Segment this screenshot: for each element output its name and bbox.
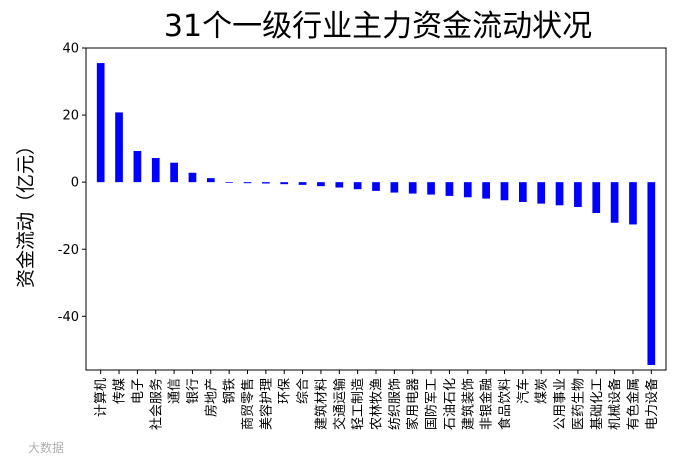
x-tick-label-14: 交通运输 [332,378,348,430]
bar-7 [206,178,215,183]
x-tick-label-15: 轻工制造 [351,378,366,430]
y-tick-label-2: -20 [58,243,79,258]
bar-19 [427,182,435,195]
bar-4 [151,158,160,183]
x-tick-label-23: 食品饮料 [497,378,513,430]
x-axis: 计算机 传媒 电子 社会服务 通信 银行 房地产 钢铁 商贸零售 美容护理 环保 综合 建筑材料 交通运输… [94,370,660,430]
chart-title: 31个一级行业主力资金流动状况 [164,9,592,44]
x-tick-label-12: 综合 [296,378,311,404]
bar-16 [372,182,380,191]
bar-24 [518,182,527,202]
bar-22 [482,182,490,199]
x-tick-label-3: 电子 [131,378,146,404]
x-tick-label-16: 农林牧渔 [370,378,385,430]
x-tick-label-28: 基础化工 [590,378,605,430]
bar-21 [463,182,472,198]
bar-2 [115,112,123,183]
y-tick-label-1: -40 [58,310,79,325]
bar-29 [610,182,619,223]
x-tick-label-26: 公用事业 [553,378,568,430]
y-tick-label-3: 0 [71,176,79,191]
bar-5 [170,162,178,183]
x-tick-label-21: 建筑装饰 [460,378,476,430]
bar-25 [537,182,546,204]
x-tick-label-17: 纺织服饰 [388,378,403,430]
x-tick-label-1: 计算机 [94,378,109,417]
y-axis: -40 -20 0 20 40 [58,42,86,325]
x-tick-label-25: 煤炭 [535,378,550,404]
bar-26 [555,182,564,206]
bar-13 [317,182,325,187]
x-tick-label-9: 商贸零售 [240,378,256,430]
x-tick-label-5: 通信 [168,378,183,404]
bar-20 [445,182,454,196]
x-tick-label-11: 环保 [278,378,293,404]
x-tick-label-22: 非银金融 [479,378,495,430]
bar-18 [408,182,417,194]
bar-6 [188,172,197,183]
x-tick-label-8: 钢铁 [223,378,238,404]
bar-17 [390,182,399,193]
x-tick-label-31: 电力设备 [644,378,660,430]
plot-frame [85,47,667,371]
bar-30 [629,182,637,225]
bar-9 [243,182,252,184]
bar-3 [133,150,142,183]
x-tick-label-6: 银行 [186,378,201,404]
x-tick-label-10: 美容护理 [258,378,274,430]
bar-28 [592,182,601,214]
watermark-text: 大数据 [28,440,64,455]
bar-10 [262,182,270,184]
x-tick-label-30: 有色金属 [625,378,641,430]
y-tick-label-4: 20 [62,109,79,124]
x-tick-label-24: 汽车 [515,378,531,404]
x-tick-label-7: 房地产 [203,378,219,417]
x-tick-label-27: 医药生物 [571,378,586,430]
y-tick-label-5: 40 [62,42,79,57]
bar-12 [298,182,307,185]
bar-15 [353,182,362,190]
y-axis-label: 资金流动（亿元） [15,136,37,288]
x-tick-label-20: 石油石化 [443,378,458,430]
bar-8 [225,182,234,183]
x-tick-label-18: 家用电器 [405,378,421,430]
bar-27 [574,182,582,207]
x-tick-label-13: 建筑材料 [313,378,329,430]
bar-11 [280,182,289,185]
bar-1 [96,63,105,183]
bars-group [96,63,656,365]
bar-14 [335,182,344,188]
x-tick-label-2: 传媒 [113,378,128,404]
x-tick-label-19: 国防军工 [424,378,440,430]
x-tick-label-4: 社会服务 [148,378,164,430]
bar-23 [500,182,509,201]
bar-31 [647,182,656,365]
x-tick-label-29: 机械设备 [607,378,623,430]
